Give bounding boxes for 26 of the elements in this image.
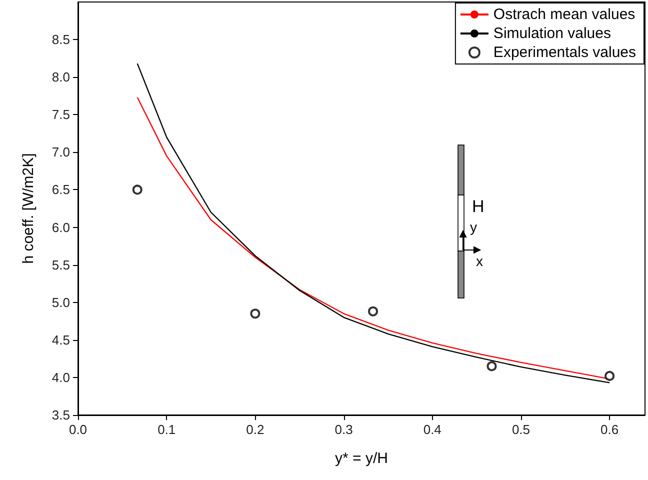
x-tick-label: 0.2 — [246, 422, 264, 437]
x-tick-label: 0.6 — [600, 422, 619, 437]
y-tick-label: 8.5 — [52, 32, 70, 48]
y-axis-title: h coeff. [W/m2K] — [20, 153, 37, 264]
y-tick-label: 4.0 — [52, 370, 70, 385]
y-tick-label: 6.5 — [52, 182, 70, 198]
y-tick-label: 8.0 — [52, 70, 70, 85]
y-tick-label: 4.5 — [52, 332, 70, 348]
x-tick-label: 0.5 — [512, 422, 530, 437]
legend-label: Experimentals values — [493, 44, 636, 61]
x-tick-label: 0.3 — [334, 422, 353, 437]
legend-label: Ostrach mean values — [493, 6, 636, 23]
y-tick-label: 7.0 — [52, 144, 70, 160]
annotation: H — [472, 197, 484, 216]
y-tick-label: 6.0 — [52, 220, 70, 235]
annotation: x — [476, 253, 483, 269]
y-tick-label: 5.0 — [52, 294, 70, 310]
x-tick-label: 0.1 — [158, 422, 176, 437]
legend-label: Simulation values — [493, 25, 611, 42]
y-tick-label: 3.5 — [52, 408, 70, 422]
x-tick-label: 0.4 — [423, 422, 442, 437]
y-tick-label: 7.5 — [52, 107, 70, 122]
x-axis-title: y* = y/H — [335, 450, 388, 467]
annotation: y — [470, 219, 477, 235]
x-tick-label: 0.0 — [68, 422, 88, 437]
y-tick-label: 5.5 — [52, 257, 70, 272]
